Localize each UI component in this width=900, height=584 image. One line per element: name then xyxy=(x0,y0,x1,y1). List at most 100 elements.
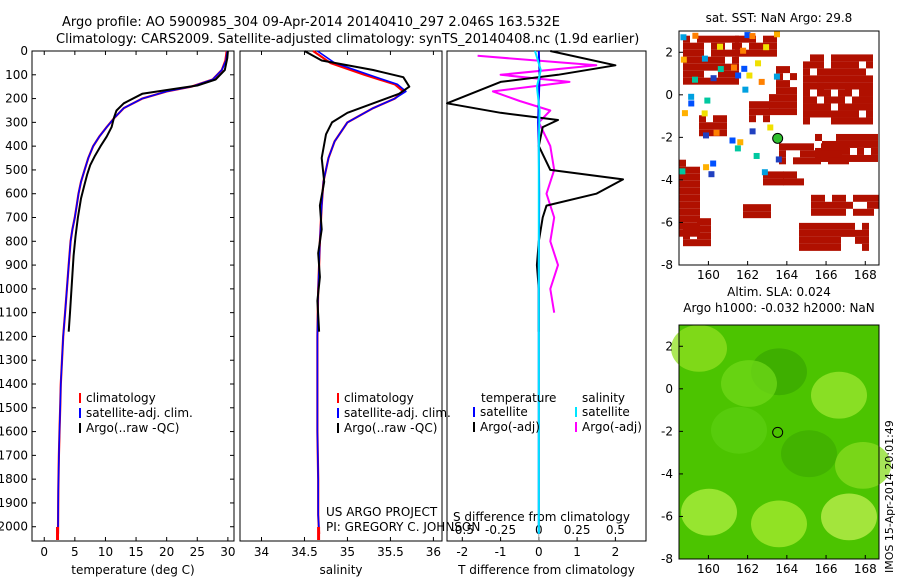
sst-cell xyxy=(744,32,751,39)
legend-label: Argo(..raw -QC) xyxy=(344,421,437,435)
title-line-1: Argo profile: AO 5900985_304 09-Apr-2014… xyxy=(62,15,560,30)
sst-cell xyxy=(769,94,776,102)
sst-cell xyxy=(717,43,724,50)
sst-cell xyxy=(811,194,818,202)
sst-cell xyxy=(845,75,852,83)
sst-cell xyxy=(839,201,846,209)
sst-cell xyxy=(757,204,764,212)
sst-cell xyxy=(866,61,873,69)
sst-cell xyxy=(818,194,825,202)
sst-cell xyxy=(835,143,842,151)
sst-cell xyxy=(817,103,824,111)
sst-cell xyxy=(838,103,845,111)
sst-cell xyxy=(813,236,820,244)
sst-cell xyxy=(763,178,770,186)
sst-cell xyxy=(797,178,804,186)
sst-cell xyxy=(827,243,834,251)
sst-cell xyxy=(824,96,831,104)
sst-cell xyxy=(706,129,713,137)
sst-cell xyxy=(686,215,693,223)
x-tick-label: 34.5 xyxy=(291,545,318,559)
sst-cell xyxy=(852,110,859,118)
series-line-argo-raw-qc- xyxy=(304,50,411,332)
sst-cell xyxy=(783,66,790,74)
sst-cell xyxy=(679,173,686,181)
sst-cell xyxy=(874,201,879,209)
sst-cell xyxy=(756,49,763,57)
sst-cell xyxy=(813,229,820,237)
sla-blob xyxy=(835,442,891,489)
sst-cell xyxy=(704,97,711,104)
y-tick-label: 1400 xyxy=(0,377,28,391)
sst-cell xyxy=(811,201,818,209)
sla-map-frame xyxy=(678,324,880,560)
sst-cell xyxy=(686,187,693,195)
sst-cell xyxy=(683,77,690,85)
sst-cell xyxy=(720,129,727,137)
sst-cell xyxy=(763,101,770,109)
sst-cell xyxy=(866,117,873,125)
sst-cell xyxy=(718,77,725,85)
sst-cell xyxy=(832,194,839,202)
sst-cell xyxy=(811,208,818,216)
sst-cell xyxy=(852,82,859,90)
sla-blob xyxy=(821,493,877,541)
sst-cell xyxy=(838,68,845,76)
y-tick-label: 1800 xyxy=(0,472,28,486)
sst-cell xyxy=(690,70,697,78)
sst-cell xyxy=(786,143,793,151)
sst-cell xyxy=(710,160,717,167)
sst-cell xyxy=(763,108,770,116)
y-tick-label: 1100 xyxy=(0,306,28,320)
sst-cell xyxy=(783,94,790,102)
sst-cell xyxy=(871,154,878,162)
sst-cell xyxy=(740,47,747,54)
sst-cell xyxy=(803,103,810,111)
sst-cell xyxy=(834,236,841,244)
sst-cell xyxy=(704,232,711,240)
sst-cell xyxy=(693,173,700,181)
map-x-tick-label: 162 xyxy=(736,562,759,576)
sst-cell xyxy=(683,49,690,57)
sst-cell xyxy=(838,54,845,62)
credit-project: US ARGO PROJECT xyxy=(326,505,438,519)
x-tick-label-salinity: -0.25 xyxy=(485,523,516,537)
map-y-tick-label: -2 xyxy=(661,130,673,144)
map-y-tick-label: -6 xyxy=(661,509,673,523)
sst-cell xyxy=(769,101,776,109)
sst-cell xyxy=(807,143,814,151)
sst-cell xyxy=(679,187,686,195)
legend-label: climatology xyxy=(344,391,414,405)
sst-cell xyxy=(817,68,824,76)
sst-cell xyxy=(810,54,817,62)
sst-cell xyxy=(697,42,704,50)
x-tick-label: 0 xyxy=(40,545,48,559)
sst-cell xyxy=(817,89,824,97)
sst-cell xyxy=(866,110,873,118)
sst-cell xyxy=(859,103,866,111)
y-tick-label: 1700 xyxy=(0,448,28,462)
y-tick-label: 1000 xyxy=(0,282,28,296)
sst-cell xyxy=(763,115,770,123)
map-y-tick-label: 0 xyxy=(665,382,673,396)
sst-cell xyxy=(746,72,753,79)
sst-cell xyxy=(763,35,770,43)
sst-cell xyxy=(704,239,711,247)
sst-cell xyxy=(817,75,824,83)
sst-cell xyxy=(718,49,725,57)
sst-cell xyxy=(773,73,780,80)
sst-cell xyxy=(806,229,813,237)
x-tick-label: 1 xyxy=(573,545,581,559)
map-y-tick-label: -4 xyxy=(661,173,673,187)
map-y-tick-label: -8 xyxy=(661,552,673,566)
sst-cell xyxy=(817,61,824,69)
sst-cell xyxy=(857,147,864,155)
sst-cell xyxy=(799,229,806,237)
sst-cell xyxy=(845,82,852,90)
sst-cell xyxy=(776,66,783,74)
x-tick-label: -1 xyxy=(495,545,507,559)
sst-cell xyxy=(749,128,756,135)
salinity-frame xyxy=(239,50,443,542)
sst-cell xyxy=(764,211,771,219)
